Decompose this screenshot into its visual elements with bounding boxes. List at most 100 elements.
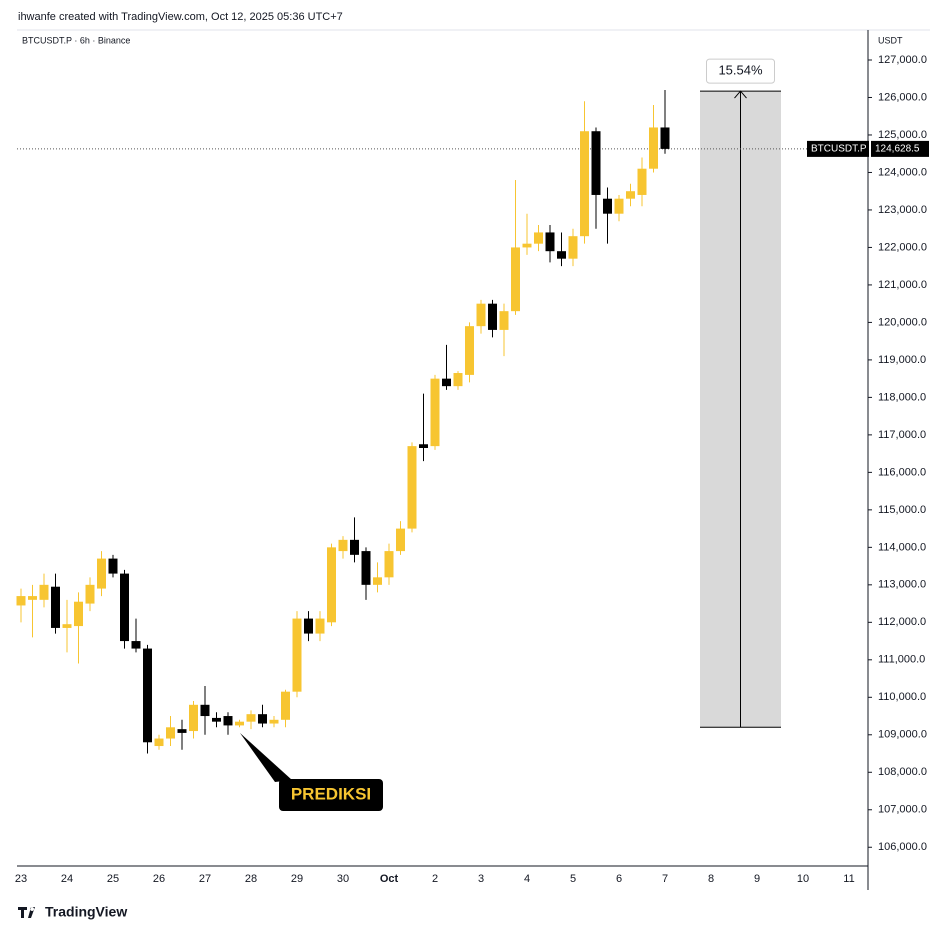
x-tick-label: 26 <box>153 873 165 885</box>
y-tick-label: 109,000.0 <box>878 729 927 741</box>
candle-body <box>603 198 612 214</box>
y-tick-label: 127,000.0 <box>878 54 927 66</box>
measure-label-box <box>706 58 775 84</box>
y-tick-label: 118,000.0 <box>878 391 926 403</box>
x-tick-label: 28 <box>245 873 257 885</box>
last-price-label: 124,628.5 <box>875 144 920 155</box>
candle-body <box>315 618 325 634</box>
candle-body <box>488 303 497 330</box>
candle-body <box>258 714 267 724</box>
annotation: PREDIKSI <box>291 784 371 803</box>
candle-body <box>384 551 394 578</box>
x-tick-label: 6 <box>616 873 622 885</box>
candle-body <box>51 586 60 628</box>
y-tick-label: 107,000.0 <box>878 804 927 816</box>
measure-label: 15.54% <box>718 63 763 78</box>
x-tick-label: 24 <box>61 873 73 885</box>
candle-body <box>465 326 474 375</box>
logo-text: TradingView <box>45 904 127 920</box>
candle-body <box>269 719 279 724</box>
candle-body <box>281 691 290 720</box>
x-tick-label: 7 <box>662 873 668 885</box>
candle-body <box>120 573 129 642</box>
y-tick-label: 108,000.0 <box>878 766 927 778</box>
y-tick-label: 106,000.0 <box>878 841 927 853</box>
candle-body <box>453 373 463 387</box>
candle-body <box>350 539 359 555</box>
y-tick-label: 123,000.0 <box>878 204 927 216</box>
candle-body <box>568 236 578 259</box>
candle-body <box>373 577 382 585</box>
candle-body <box>327 547 336 623</box>
candle-body <box>131 641 141 649</box>
candle-body <box>16 596 26 606</box>
y-tick-label: 113,000.0 <box>878 579 926 591</box>
x-tick-label: 5 <box>570 873 576 885</box>
candle-body <box>292 618 302 692</box>
y-tick-label: 126,000.0 <box>878 91 927 103</box>
x-tick-label: 23 <box>15 873 27 885</box>
candle-body <box>39 584 49 600</box>
y-tick-label: 115,000.0 <box>878 504 926 516</box>
callout-box <box>279 779 383 811</box>
y-tick-label: 119,000.0 <box>878 354 926 366</box>
arrow-head <box>734 90 747 99</box>
x-tick-label: 3 <box>478 873 484 885</box>
x-tick-label: 25 <box>107 873 119 885</box>
logo: TradingView <box>18 904 127 920</box>
candle-body <box>246 714 256 722</box>
candle-body <box>28 596 37 600</box>
last-price-name: BTCUSDT.P <box>811 144 867 155</box>
x-tick-label: 4 <box>524 873 530 885</box>
x-tick-label: 9 <box>754 873 760 885</box>
candle-body <box>338 539 348 552</box>
candle-body <box>557 251 566 259</box>
candle-body <box>511 247 520 312</box>
last-price-box <box>871 140 929 157</box>
last-price-name-box <box>807 140 869 157</box>
candle-body <box>591 131 601 195</box>
x-tick-label: 8 <box>708 873 714 885</box>
x-tick-label: 29 <box>291 873 303 885</box>
candle-body <box>522 243 532 248</box>
y-tick-label: 125,000.0 <box>878 129 927 141</box>
x-tick-label: Oct <box>380 873 399 885</box>
candle-body <box>223 716 233 726</box>
candle-body <box>304 618 313 634</box>
y-tick-label: 121,000.0 <box>878 279 927 291</box>
candle-body <box>154 738 164 747</box>
x-tick-label: 2 <box>432 873 438 885</box>
x-tick-label: 10 <box>797 873 809 885</box>
candle-body <box>419 444 428 448</box>
candle-body <box>407 446 417 529</box>
y-tick-label: 116,000.0 <box>878 466 926 478</box>
candle-body <box>396 528 405 552</box>
candle-body <box>143 648 152 743</box>
y-tick-label: 122,000.0 <box>878 241 927 253</box>
y-tick-label: 110,000.0 <box>878 691 926 703</box>
logo-icon <box>18 907 35 918</box>
credit: ihwanfe created with TradingView.com, Oc… <box>18 11 343 23</box>
candle-body <box>442 378 451 387</box>
candle-body <box>189 704 198 732</box>
candle-body <box>361 551 371 585</box>
candle-body <box>212 717 221 722</box>
x-tick-label: 27 <box>199 873 211 885</box>
candle-body <box>614 198 624 214</box>
callout-pointer <box>240 733 292 782</box>
y-tick-label: 114,000.0 <box>878 541 926 553</box>
x-tick-label: 11 <box>843 873 854 885</box>
candle-body <box>97 558 106 589</box>
candle-body <box>534 232 543 244</box>
candle-body <box>74 601 83 627</box>
symbol: BTCUSDT.P · 6h · Binance <box>22 35 130 45</box>
candle-body <box>62 624 72 628</box>
candle-body <box>200 704 210 717</box>
candle-body <box>235 721 244 726</box>
y-tick-label: 124,000.0 <box>878 166 927 178</box>
candle-body <box>108 558 118 574</box>
candle-body <box>660 127 670 149</box>
candle-body <box>626 191 635 199</box>
